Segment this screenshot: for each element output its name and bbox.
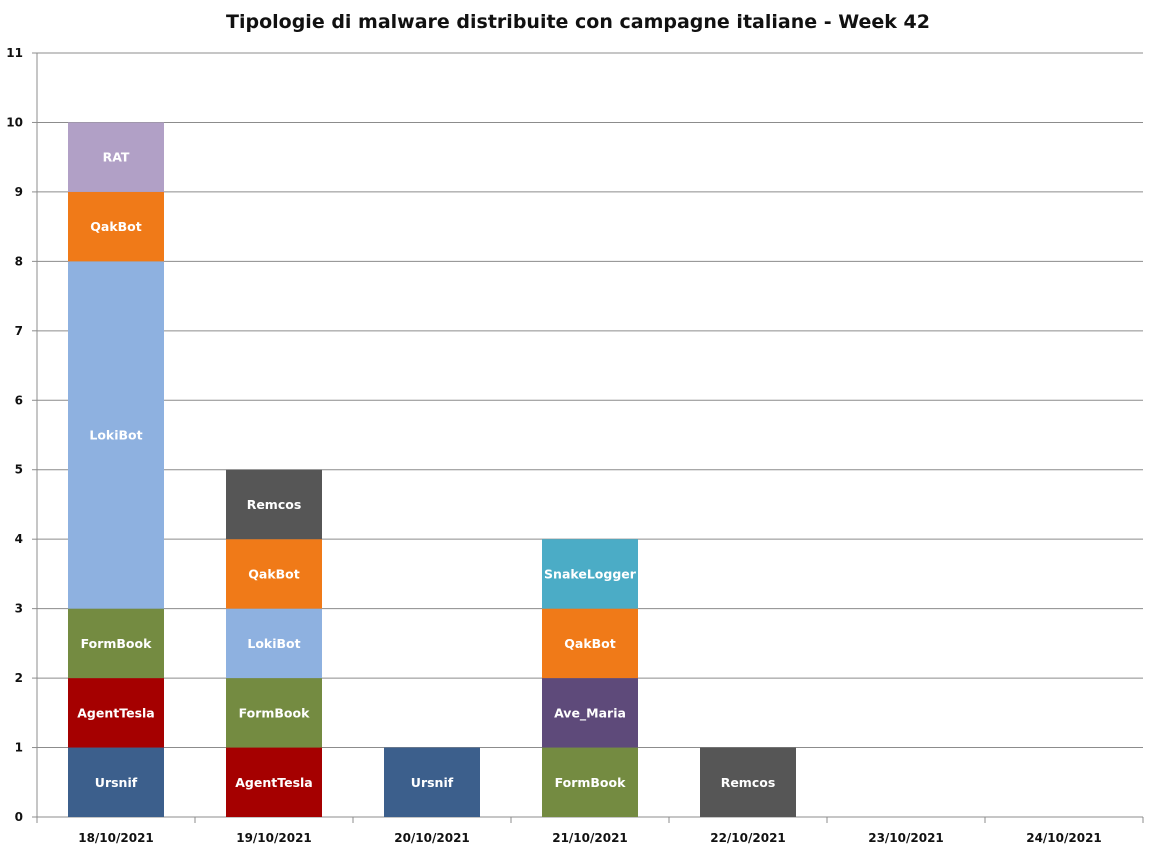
x-tick-label: 23/10/2021: [868, 831, 944, 845]
bar-rect: [68, 261, 164, 609]
x-tick-label: 19/10/2021: [236, 831, 312, 845]
bar-segment-ave-maria: Ave_Maria: [542, 678, 638, 748]
bar-segment-formbook: FormBook: [68, 608, 164, 679]
bar-segment-ursnif: Ursnif: [384, 747, 480, 817]
bar-segment-label: Ursnif: [411, 775, 454, 790]
bar-rect: [226, 539, 322, 609]
bar-rect: [542, 678, 638, 748]
bar-segment-qakbot: QakBot: [226, 539, 322, 609]
bar-segment-label: AgentTesla: [77, 705, 154, 720]
bar-segment-label: FormBook: [239, 705, 311, 720]
bar-segment-ursnif: Ursnif: [68, 747, 164, 817]
bar-segment-label: QakBot: [90, 219, 141, 234]
y-tick-label: 6: [15, 393, 23, 407]
bar-segment-label: QakBot: [248, 566, 299, 581]
bar-rect: [68, 122, 164, 192]
x-tick-label: 18/10/2021: [78, 831, 154, 845]
y-tick-label: 1: [15, 741, 23, 755]
bar-segment-label: FormBook: [555, 775, 627, 790]
bar-segment-remcos: Remcos: [700, 747, 796, 817]
bar-segment-formbook: FormBook: [226, 678, 322, 748]
bar-segment-lokibot: LokiBot: [226, 608, 322, 679]
bar-rect: [68, 678, 164, 748]
bar-segment-formbook: FormBook: [542, 747, 638, 817]
bar-rect: [226, 747, 322, 817]
bar-segment-snakelogger: SnakeLogger: [542, 539, 638, 609]
y-axis-tick-labels: 0 1 2 3 4 5 6 7 8 9 10 11: [6, 46, 23, 824]
bar-rect: [68, 747, 164, 817]
y-tick-label: 10: [6, 115, 23, 129]
x-tick-label: 21/10/2021: [552, 831, 628, 845]
bar-segment-agenttesla: AgentTesla: [226, 747, 322, 817]
bar-rect: [68, 191, 164, 262]
y-tick-label: 11: [6, 46, 23, 60]
bar-segment-lokibot: LokiBot: [68, 261, 164, 609]
bar-rect: [384, 747, 480, 817]
bar-segment-label: QakBot: [564, 636, 615, 651]
x-tick-label: 20/10/2021: [394, 831, 470, 845]
y-tick-label: 0: [15, 810, 23, 824]
bar-segment-label: SnakeLogger: [544, 566, 637, 581]
y-tick-label: 2: [15, 671, 23, 685]
y-tick-label: 8: [15, 254, 23, 268]
chart-title: Tipologie di malware distribuite con cam…: [226, 11, 930, 33]
bar-segment-label: FormBook: [81, 636, 153, 651]
bar-segment-qakbot: QakBot: [68, 191, 164, 262]
bar-rect: [542, 747, 638, 817]
y-tick-label: 7: [15, 324, 23, 338]
bar-rect: [68, 608, 164, 679]
bar-segment-label: RAT: [103, 150, 130, 165]
bar-rect: [226, 469, 322, 540]
bar-segment-label: Ursnif: [95, 775, 138, 790]
bar-segment-label: Remcos: [721, 775, 776, 790]
bar-rect: [542, 608, 638, 679]
bar-segment-label: LokiBot: [247, 636, 300, 651]
bar-segment-label: AgentTesla: [235, 775, 312, 790]
bar-segment-agenttesla: AgentTesla: [68, 678, 164, 748]
y-tick-label: 5: [15, 463, 23, 477]
x-tick-label: 24/10/2021: [1026, 831, 1102, 845]
bar-segment-label: Remcos: [247, 497, 302, 512]
bar-segment-rat: RAT: [68, 122, 164, 192]
x-axis-tick-labels: 18/10/2021 19/10/2021 20/10/2021 21/10/2021…: [78, 831, 1102, 845]
bar-segment-qakbot: QakBot: [542, 608, 638, 679]
y-tick-label: 9: [15, 185, 23, 199]
bar-rect: [226, 608, 322, 679]
bar-segment-remcos: Remcos: [226, 469, 322, 540]
bar-rect: [542, 539, 638, 609]
bar-stacks: Ursnif AgentTesla FormBook LokiBot QakBot RAT…: [68, 122, 796, 817]
y-tick-label: 3: [15, 602, 23, 616]
gridlines: [37, 52, 1143, 749]
bar-rect: [226, 678, 322, 748]
x-tick-label: 22/10/2021: [710, 831, 786, 845]
bar-segment-label: Ave_Maria: [554, 705, 626, 721]
y-tick-label: 4: [15, 532, 23, 546]
bar-rect: [700, 747, 796, 817]
bar-segment-label: LokiBot: [89, 428, 142, 443]
